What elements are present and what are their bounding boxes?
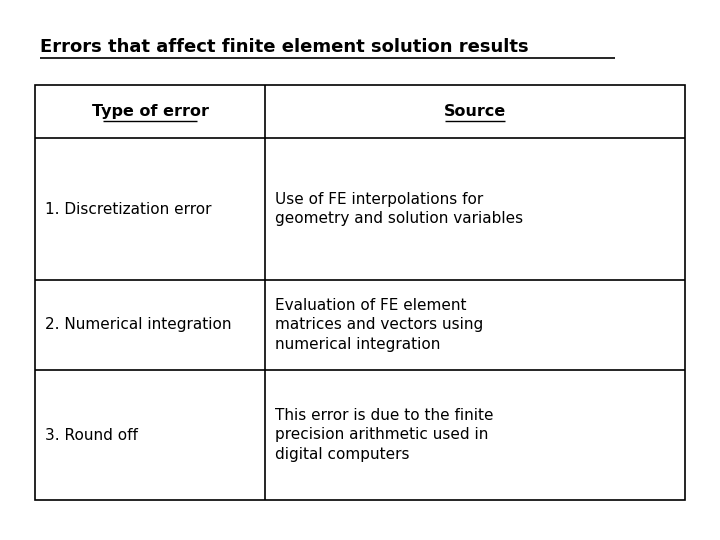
Text: Source: Source [444, 104, 506, 119]
Text: Type of error: Type of error [91, 104, 209, 119]
Text: Errors that affect finite element solution results: Errors that affect finite element soluti… [40, 38, 528, 56]
Text: 2. Numerical integration: 2. Numerical integration [45, 318, 232, 333]
Bar [35, 85, 685, 500]
Text: Use of FE interpolations for
geometry and solution variables: Use of FE interpolations for geometry an… [275, 192, 523, 226]
Text: 1. Discretization error: 1. Discretization error [45, 201, 212, 217]
Text: 3. Round off: 3. Round off [45, 428, 138, 442]
Text: Evaluation of FE element
matrices and vectors using
numerical integration: Evaluation of FE element matrices and ve… [275, 298, 483, 352]
Text: This error is due to the finite
precision arithmetic used in
digital computers: This error is due to the finite precisio… [275, 408, 493, 462]
